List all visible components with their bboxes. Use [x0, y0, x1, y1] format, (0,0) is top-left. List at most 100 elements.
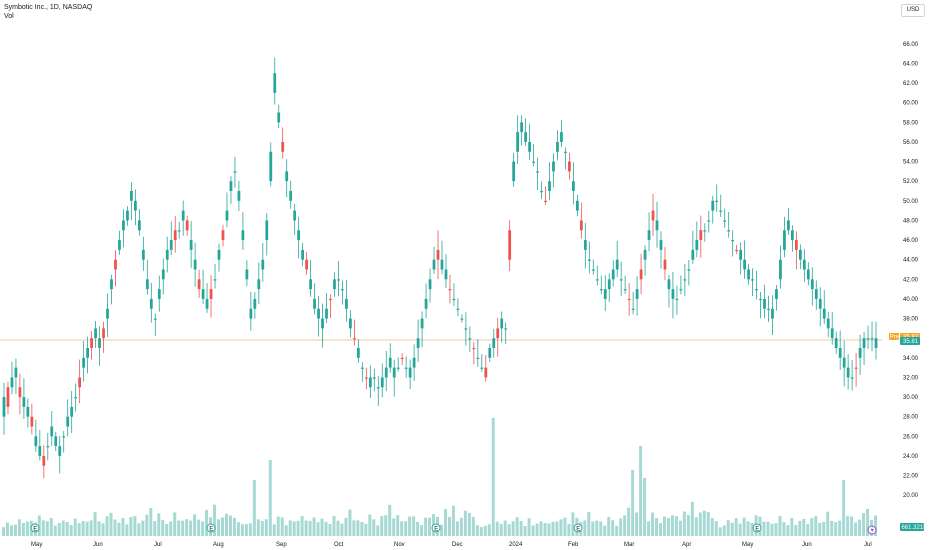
candle-body — [337, 279, 340, 281]
candle-body — [595, 279, 599, 281]
candle-body — [197, 279, 201, 290]
candle-body — [488, 348, 492, 358]
candle-body — [209, 289, 213, 299]
volume-bar — [607, 516, 611, 536]
candle-body — [583, 240, 587, 250]
candle-body — [309, 279, 312, 290]
candle-body — [86, 348, 89, 358]
volume-bar — [734, 518, 738, 536]
volume-bar — [372, 519, 376, 536]
candle-body — [579, 220, 583, 231]
x-tick-label: Nov — [394, 542, 405, 548]
volume-bar — [276, 516, 280, 536]
candle-body — [480, 367, 484, 369]
candle-body — [472, 348, 476, 350]
volume-bar — [655, 518, 658, 536]
earnings-marker-icon — [573, 523, 583, 533]
y-tick-label: 48.00 — [903, 218, 919, 224]
candle-body — [122, 220, 125, 231]
volume-bar — [706, 512, 710, 536]
candle-body — [763, 298, 766, 309]
candle-body — [492, 338, 496, 348]
candle-body — [189, 240, 193, 250]
volume-bar — [129, 516, 133, 536]
volume-bar — [408, 516, 412, 536]
volume-bar — [531, 525, 535, 536]
volume-bar — [97, 521, 101, 536]
candle-body — [341, 289, 344, 291]
volume-bar — [137, 523, 141, 536]
candle-body — [822, 308, 826, 319]
volume-bar — [742, 517, 746, 536]
volume-bar — [113, 519, 117, 536]
volume-bar — [459, 517, 463, 536]
y-tick-label: 24.00 — [903, 454, 919, 460]
volume-bar — [288, 520, 292, 536]
volume-bar — [348, 509, 352, 536]
x-tick-label: Mar — [624, 542, 634, 548]
volume-bar — [762, 521, 766, 536]
volume-bar — [93, 512, 97, 536]
candle-body — [862, 338, 866, 348]
candle-body — [364, 377, 368, 379]
volume-bar — [69, 525, 73, 536]
volume-bar — [635, 512, 639, 536]
candle-body — [376, 387, 380, 389]
currency-button[interactable]: USD — [901, 4, 925, 17]
candle-body — [603, 289, 607, 299]
candle-body — [838, 348, 842, 358]
candle-body — [420, 318, 424, 329]
volume-bar — [698, 512, 702, 536]
candle-body — [70, 406, 74, 417]
volume-bar — [519, 521, 523, 536]
symbol-title: Symbotic Inc., 1D, NASDAQ — [4, 4, 93, 11]
candle-body — [102, 328, 105, 339]
volume-bar — [169, 521, 173, 536]
volume-bar — [428, 517, 432, 536]
candle-body — [289, 191, 293, 201]
volume-bar — [738, 523, 742, 536]
volume-bar — [149, 508, 153, 536]
volume-bar — [619, 518, 623, 536]
candle-body — [22, 397, 26, 407]
volume-bar — [714, 521, 718, 536]
candle-body — [436, 249, 440, 260]
candle-body — [233, 171, 237, 173]
y-tick-label: 28.00 — [903, 415, 919, 421]
candle-body — [173, 230, 177, 241]
candle-body — [297, 230, 301, 241]
volume-bar — [806, 524, 810, 536]
volume-bar — [181, 520, 185, 536]
candle-body — [78, 377, 82, 388]
candle-body — [217, 249, 221, 260]
volume-bar — [232, 517, 236, 536]
x-tick-label: Oct — [334, 542, 344, 548]
candle-body — [62, 436, 66, 438]
candle-body — [687, 269, 691, 271]
volume-bar — [109, 512, 113, 536]
volume-bar — [404, 521, 408, 536]
volume-bar — [862, 513, 866, 536]
volume-bar — [627, 507, 631, 536]
volume-bar — [324, 521, 328, 536]
x-tick-label: Jul — [864, 542, 872, 548]
candle-body — [157, 289, 161, 299]
candle-body — [727, 230, 731, 232]
volume-bar — [332, 515, 336, 536]
volume-bar — [161, 519, 165, 536]
volume-bar — [133, 516, 137, 536]
candle-body — [564, 151, 567, 153]
volume-bar — [165, 523, 169, 536]
candle-body — [464, 328, 468, 330]
volume-bar — [842, 480, 846, 536]
volume-bar — [260, 520, 264, 536]
volume-bar — [770, 523, 774, 536]
volume-bar — [810, 517, 814, 536]
volume-bar — [726, 520, 730, 536]
candle-body — [448, 289, 452, 291]
candle-body — [663, 259, 667, 270]
volume-bar — [662, 516, 666, 536]
volume-bar — [718, 527, 722, 536]
